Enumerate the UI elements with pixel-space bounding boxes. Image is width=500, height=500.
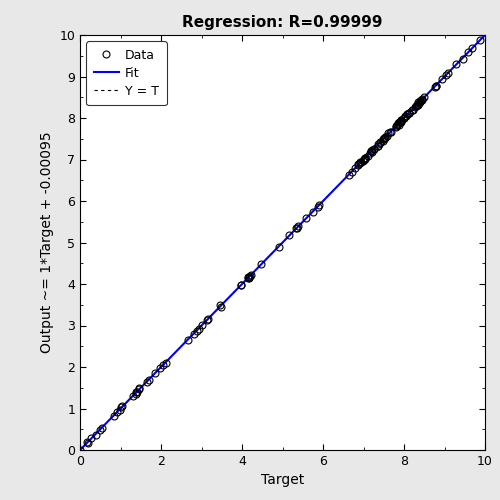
Legend: Data, Fit, Y = T: Data, Fit, Y = T [86, 42, 166, 106]
X-axis label: Target: Target [261, 474, 304, 488]
Y-axis label: Output ~= 1*Target + -0.00095: Output ~= 1*Target + -0.00095 [40, 132, 54, 354]
Title: Regression: R=0.99999: Regression: R=0.99999 [182, 14, 383, 30]
